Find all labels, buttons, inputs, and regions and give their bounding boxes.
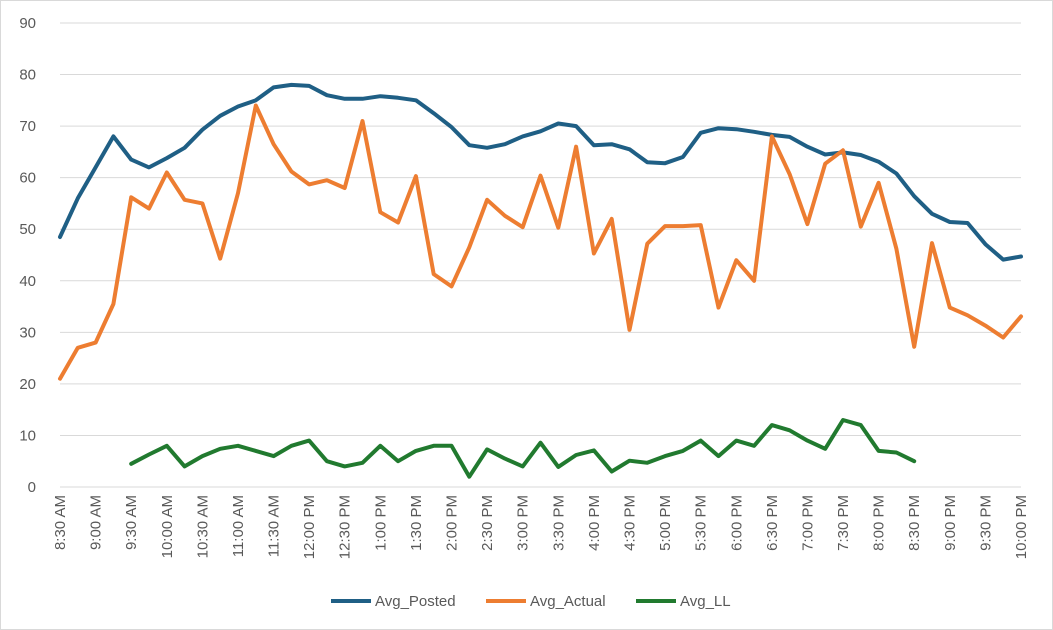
x-tick-label: 9:30 AM bbox=[123, 495, 140, 550]
y-tick-label: 0 bbox=[28, 479, 36, 496]
x-tick-label: 12:30 PM bbox=[337, 495, 354, 559]
gridlines bbox=[60, 22, 1021, 488]
x-tick-label: 3:30 PM bbox=[550, 495, 567, 551]
x-tick-label: 1:30 PM bbox=[408, 495, 425, 551]
legend-label: Avg_LL bbox=[680, 593, 731, 610]
series-line-avg-actual bbox=[58, 103, 1023, 381]
legend-label: Avg_Posted bbox=[375, 593, 456, 610]
x-tick-label: 2:30 PM bbox=[479, 495, 496, 551]
x-tick-label: 5:00 PM bbox=[657, 495, 674, 551]
series-line-avg-ll bbox=[129, 418, 917, 479]
x-tick-label: 11:00 AM bbox=[230, 495, 247, 557]
x-tick-label: 3:00 PM bbox=[515, 495, 532, 551]
y-tick-label: 30 bbox=[19, 324, 36, 341]
x-tick-label: 6:30 PM bbox=[764, 495, 781, 551]
x-tick-label: 8:00 PM bbox=[871, 495, 888, 551]
y-tick-label: 50 bbox=[19, 221, 36, 238]
x-tick-label: 4:30 PM bbox=[621, 495, 638, 551]
x-tick-label: 8:30 AM bbox=[52, 495, 69, 550]
x-axis-tick-labels: 8:30 AM 9:00 AM 9:30 AM 10:00 AM 10:30 AM 11:… bbox=[52, 495, 1030, 559]
x-tick-label: 10:00 AM bbox=[159, 495, 176, 558]
x-tick-label: 1:00 PM bbox=[372, 495, 389, 551]
x-tick-label: 7:30 PM bbox=[835, 495, 852, 551]
x-tick-label: 10:00 PM bbox=[1013, 495, 1030, 559]
x-tick-label: 9:00 PM bbox=[942, 495, 959, 551]
x-tick-label: 9:30 PM bbox=[977, 495, 994, 551]
y-axis-tick-labels: 0 10 20 30 40 50 60 70 80 90 bbox=[19, 15, 36, 496]
x-tick-label: 9:00 AM bbox=[88, 495, 105, 550]
y-tick-label: 20 bbox=[19, 376, 36, 393]
y-tick-label: 60 bbox=[19, 170, 36, 187]
y-tick-label: 40 bbox=[19, 273, 36, 290]
x-tick-label: 12:00 PM bbox=[301, 495, 318, 559]
x-tick-label: 6:00 PM bbox=[728, 495, 745, 551]
y-tick-label: 10 bbox=[19, 427, 36, 444]
y-tick-label: 70 bbox=[19, 118, 36, 135]
x-tick-label: 5:30 PM bbox=[693, 495, 710, 551]
x-tick-label: 2:00 PM bbox=[444, 495, 461, 551]
legend-label: Avg_Actual bbox=[530, 593, 606, 610]
series-lines bbox=[58, 82, 1023, 479]
legend: Avg_Posted Avg_Actual Avg_LL bbox=[331, 593, 731, 610]
x-tick-label: 7:00 PM bbox=[799, 495, 816, 551]
x-tick-label: 4:00 PM bbox=[586, 495, 603, 551]
y-tick-label: 90 bbox=[19, 15, 36, 32]
x-tick-label: 10:30 AM bbox=[194, 495, 211, 558]
x-tick-label: 8:30 PM bbox=[906, 495, 923, 551]
series-line-avg-posted bbox=[58, 82, 1023, 262]
y-tick-label: 80 bbox=[19, 67, 36, 84]
x-tick-label: 11:30 AM bbox=[266, 495, 283, 557]
